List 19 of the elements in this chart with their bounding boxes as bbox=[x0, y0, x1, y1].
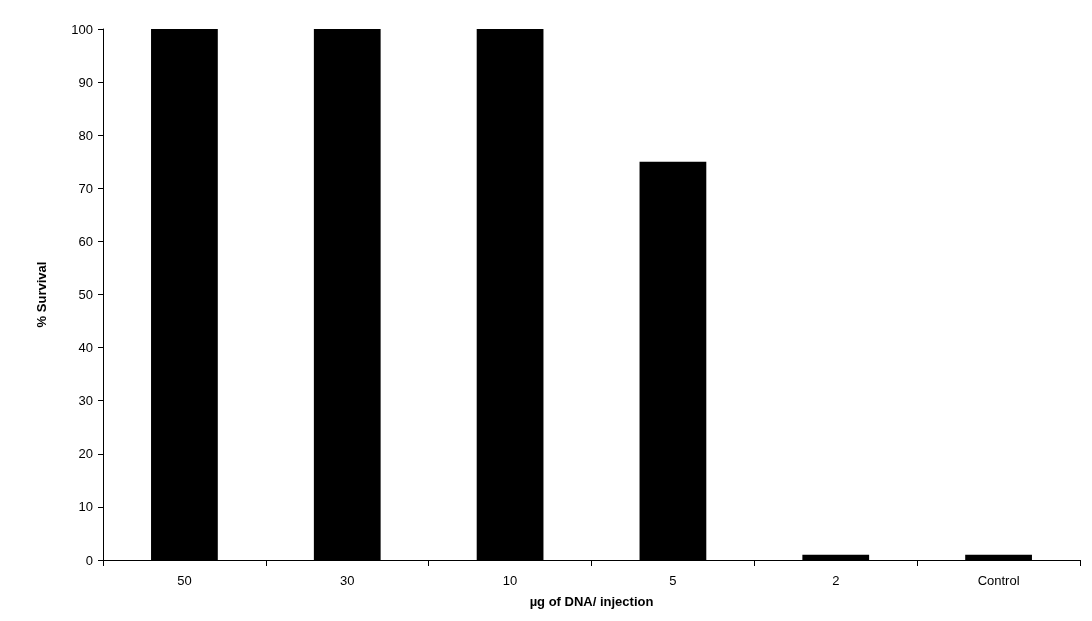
x-tick-label: 50 bbox=[177, 573, 192, 588]
y-tick-label: 80 bbox=[78, 127, 93, 143]
x-tick-label: 30 bbox=[340, 573, 355, 588]
y-tick-label: 20 bbox=[78, 446, 93, 462]
y-tick-label: 60 bbox=[78, 233, 93, 249]
y-tick-label: 100 bbox=[71, 21, 93, 37]
x-tick-label: 5 bbox=[669, 573, 677, 588]
y-tick-label: 70 bbox=[78, 180, 93, 196]
y-tick-label: 0 bbox=[85, 552, 93, 568]
x-tick-label: 2 bbox=[832, 573, 840, 588]
y-tick-label: 50 bbox=[78, 287, 93, 302]
x-tick-label: 10 bbox=[502, 573, 518, 588]
y-tick-label: 40 bbox=[78, 340, 93, 356]
x-axis-title: µg of DNA/ injection bbox=[529, 594, 654, 609]
y-tick-label: 30 bbox=[78, 393, 93, 409]
y-axis-title: % Survival bbox=[34, 261, 49, 328]
y-tick-label: 10 bbox=[78, 499, 93, 515]
x-tick-label: Control bbox=[977, 573, 1020, 588]
y-tick-label: 90 bbox=[78, 74, 93, 90]
